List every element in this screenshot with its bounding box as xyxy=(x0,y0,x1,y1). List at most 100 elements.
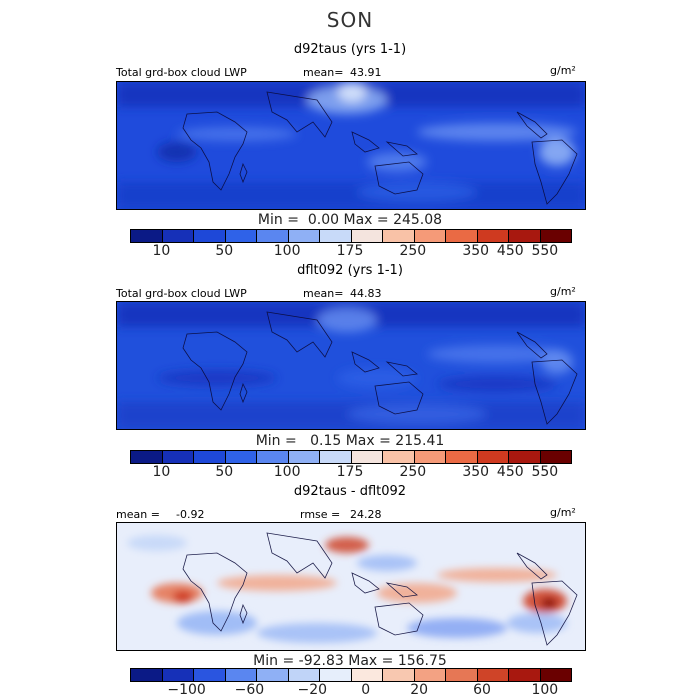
colorbar-swatch xyxy=(194,669,226,681)
panel-3-mean-label: mean = xyxy=(116,508,160,521)
colorbar-swatch xyxy=(414,451,446,463)
colorbar-tick-label: 10 xyxy=(152,243,171,259)
panel-2-field-label: Total grd-box cloud LWP xyxy=(116,287,247,300)
panel-1-mean-value: 43.91 xyxy=(350,66,382,79)
colorbar-tick-label: 550 xyxy=(531,464,559,480)
colorbar-swatch xyxy=(257,230,289,242)
colorbar-tick-label: 250 xyxy=(399,243,427,259)
panel-1-max-value: 245.08 xyxy=(393,212,443,228)
colorbar-swatch xyxy=(225,451,257,463)
colorbar-swatch xyxy=(509,451,541,463)
colorbar-swatch xyxy=(540,451,571,463)
colorbar-tick-label: 10 xyxy=(152,464,171,480)
colorbar-swatch xyxy=(288,230,320,242)
colorbar-swatch xyxy=(162,669,194,681)
panel-1-title: d92taus (yrs 1-1) xyxy=(293,42,407,57)
colorbar-swatch xyxy=(446,451,478,463)
panel-2-min-label: Min = xyxy=(255,433,297,449)
panel-2-mean-value: 44.83 xyxy=(350,287,382,300)
panel-2-max-value: 215.41 xyxy=(395,433,445,449)
panel-3-rmse-value: 24.28 xyxy=(350,508,382,521)
panel-1-mean-label: mean= xyxy=(303,66,344,79)
panel-3-max-value: 156.75 xyxy=(397,653,447,669)
panel-2-mean-label: mean= xyxy=(303,287,344,300)
colorbar-swatch xyxy=(351,230,383,242)
colorbar-swatch xyxy=(257,451,289,463)
colorbar-swatch xyxy=(414,669,446,681)
colorbar-tick-label: 250 xyxy=(399,464,427,480)
colorbar-tick-label: 350 xyxy=(462,464,490,480)
colorbar-tick-label: 450 xyxy=(496,464,524,480)
colorbar-tick-label: −20 xyxy=(297,682,328,698)
panel-1-colorbar xyxy=(130,229,572,243)
panel-1-max-label: Max = xyxy=(343,212,389,228)
colorbar-swatch xyxy=(320,451,352,463)
colorbar-tick-label: 100 xyxy=(273,464,301,480)
panel-3-title: d92taus - dflt092 xyxy=(293,484,407,499)
colorbar-swatch xyxy=(288,451,320,463)
colorbar-swatch xyxy=(540,230,571,242)
colorbar-swatch xyxy=(477,451,509,463)
colorbar-swatch xyxy=(131,451,163,463)
colorbar-swatch xyxy=(446,669,478,681)
colorbar-swatch xyxy=(131,669,163,681)
colorbar-swatch xyxy=(320,230,352,242)
colorbar-swatch xyxy=(162,451,194,463)
panel-3-minmax: Min = -92.83 Max = 156.75 xyxy=(0,653,700,669)
colorbar-tick-label: 350 xyxy=(462,243,490,259)
panel-1-map-svg xyxy=(117,82,585,209)
panel-1-field-label: Total grd-box cloud LWP xyxy=(116,66,247,79)
panel-3-map xyxy=(116,522,586,651)
colorbar-tick-label: 175 xyxy=(336,464,364,480)
panel-3-units: g/m² xyxy=(550,506,576,519)
colorbar-tick-label: −60 xyxy=(234,682,265,698)
colorbar-swatch xyxy=(540,669,571,681)
panel-3-mean-value: -0.92 xyxy=(176,508,205,521)
panel-1-map xyxy=(116,81,586,210)
panel-2-min-value: 0.15 xyxy=(310,433,342,449)
colorbar-swatch xyxy=(509,669,541,681)
panel-1-min-label: Min = xyxy=(257,212,299,228)
panel-3-min-value: -92.83 xyxy=(298,653,344,669)
colorbar-swatch xyxy=(257,669,289,681)
colorbar-tick-label: 100 xyxy=(273,243,301,259)
colorbar-swatch xyxy=(383,451,415,463)
colorbar-tick-label: 550 xyxy=(531,243,559,259)
panel-2-map-svg xyxy=(117,302,585,429)
colorbar-swatch xyxy=(509,230,541,242)
panel-1-units: g/m² xyxy=(550,64,576,77)
colorbar-swatch xyxy=(225,230,257,242)
panel-2-max-label: Max = xyxy=(345,433,391,449)
colorbar-swatch xyxy=(383,230,415,242)
panel-3-rmse-label: rmse = xyxy=(300,508,341,521)
colorbar-swatch xyxy=(194,230,226,242)
colorbar-swatch xyxy=(162,230,194,242)
colorbar-tick-label: 50 xyxy=(215,243,234,259)
panel-3-min-label: Min = xyxy=(253,653,295,669)
colorbar-tick-label: 175 xyxy=(336,243,364,259)
colorbar-swatch xyxy=(383,669,415,681)
season-title: SON xyxy=(326,8,374,32)
colorbar-tick-label: 60 xyxy=(473,682,491,698)
panel-3-colorbar xyxy=(130,668,572,682)
panel-2-colorbar xyxy=(130,450,572,464)
colorbar-swatch xyxy=(225,669,257,681)
colorbar-swatch xyxy=(351,669,383,681)
colorbar-tick-label: 50 xyxy=(215,464,234,480)
colorbar-swatch xyxy=(477,669,509,681)
panel-2-title: dflt092 (yrs 1-1) xyxy=(297,263,403,278)
colorbar-tick-label: 20 xyxy=(410,682,429,698)
colorbar-swatch xyxy=(320,669,352,681)
colorbar-swatch xyxy=(131,230,163,242)
panel-3-max-label: Max = xyxy=(348,653,394,669)
panel-3-map-svg xyxy=(117,523,585,650)
panel-2-minmax: Min = 0.15 Max = 215.41 xyxy=(0,433,700,449)
panel-1-min-value: 0.00 xyxy=(307,212,340,228)
colorbar-tick-label: 0 xyxy=(361,682,371,698)
colorbar-swatch xyxy=(446,230,478,242)
colorbar-swatch xyxy=(351,451,383,463)
colorbar-tick-label: −100 xyxy=(167,682,206,698)
panel-1-minmax: Min = 0.00 Max = 245.08 xyxy=(0,212,700,228)
colorbar-tick-label: 450 xyxy=(496,243,524,259)
colorbar-swatch xyxy=(288,669,320,681)
